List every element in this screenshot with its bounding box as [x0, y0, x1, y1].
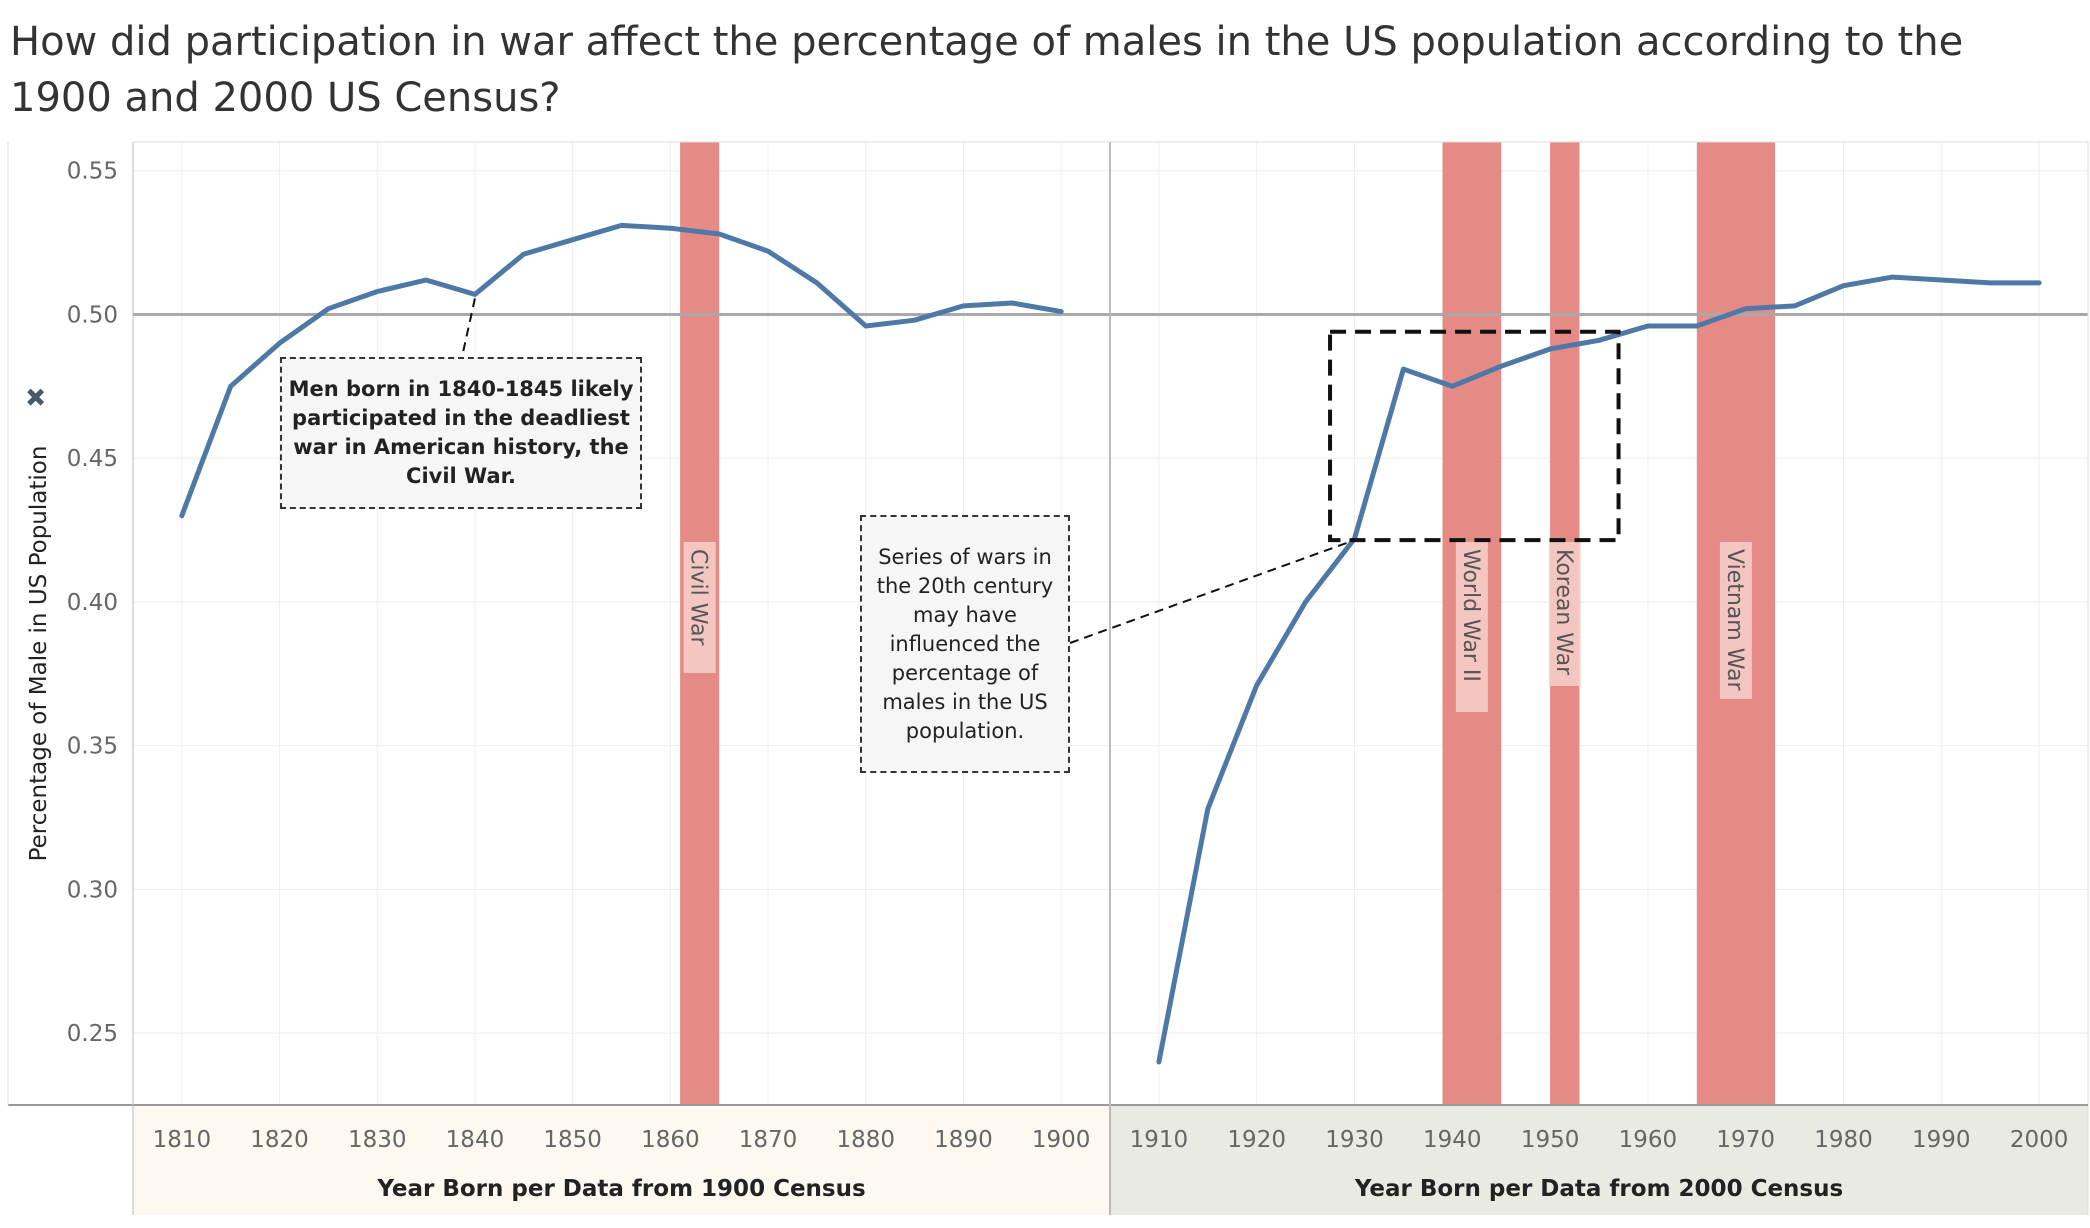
- chart-title: How did participation in war affect the …: [10, 19, 1964, 121]
- x-tick-label-1-9: 2000: [2010, 1127, 2069, 1153]
- y-tick-label-1: 0.30: [67, 877, 118, 903]
- x-tick-label-1-4: 1950: [1521, 1127, 1580, 1153]
- x-tick-label-1-5: 1960: [1619, 1127, 1678, 1153]
- annotation-20th-century-text: Series of wars in the 20th century may h…: [876, 544, 1054, 743]
- x-tick-label-1-3: 1940: [1423, 1127, 1482, 1153]
- series-line-1-0: [1156, 274, 2042, 1065]
- x-axis-band-2000: [1110, 1105, 2088, 1215]
- x-tick-label-0-8: 1890: [934, 1127, 993, 1153]
- y-tick-label-0: 0.25: [67, 1021, 118, 1047]
- pin-icon: ✚: [18, 380, 55, 417]
- x-tick-label-1-2: 1930: [1325, 1127, 1384, 1153]
- x-axis-band-1900: [133, 1105, 1110, 1215]
- x-tick-label-0-2: 1830: [348, 1127, 407, 1153]
- x-tick-label-0-4: 1850: [543, 1127, 602, 1153]
- x-tick-label-1-1: 1920: [1227, 1127, 1286, 1153]
- y-tick-label-6: 0.55: [67, 159, 118, 185]
- x-tick-label-1-6: 1970: [1716, 1127, 1775, 1153]
- annotation-civil-war-text: Men born in 1840-1845 likely participate…: [288, 377, 634, 488]
- highlight-box-20th-century: [1328, 329, 1621, 543]
- x-tick-label-0-0: 1810: [153, 1127, 212, 1153]
- x-tick-label-0-5: 1860: [641, 1127, 700, 1153]
- war-label-bg-1-2: [1719, 542, 1752, 699]
- x-tick-label-0-9: 1900: [1032, 1127, 1091, 1153]
- connector-civil-war: [461, 298, 476, 358]
- x-axis-title-0: Year Born per Data from 1900 Census: [376, 1176, 865, 1202]
- x-tick-label-1-7: 1980: [1814, 1127, 1873, 1153]
- war-label-korean-war: Korean War: [1551, 549, 1576, 676]
- war-label-vietnam-war: Vietnam War: [1722, 549, 1747, 692]
- war-label-civil-war: Civil War: [686, 549, 711, 647]
- war-label-bg-1-1: [1548, 542, 1581, 686]
- annotation-civil-war: Men born in 1840-1845 likely participate…: [280, 357, 642, 509]
- x-tick-label-1-8: 1990: [1912, 1127, 1971, 1153]
- x-axis-title-1: Year Born per Data from 2000 Census: [1354, 1176, 1843, 1202]
- y-tick-label-3: 0.40: [67, 590, 118, 616]
- war-label-world-war-ii: World War II: [1458, 549, 1483, 682]
- x-tick-label-0-6: 1870: [739, 1127, 798, 1153]
- y-tick-label-5: 0.50: [67, 302, 118, 328]
- connector-20th-century: [1069, 539, 1355, 644]
- y-tick-label-2: 0.35: [67, 734, 118, 760]
- x-tick-label-0-1: 1820: [250, 1127, 309, 1153]
- y-axis-title: Percentage of Male in US Population: [26, 446, 52, 862]
- x-tick-label-0-7: 1880: [836, 1127, 895, 1153]
- y-tick-label-4: 0.45: [67, 446, 118, 472]
- series-line-0-0: [179, 222, 1064, 519]
- x-tick-label-1-0: 1910: [1130, 1127, 1189, 1153]
- x-tick-label-0-3: 1840: [446, 1127, 505, 1153]
- war-label-bg-0-0: [683, 542, 716, 673]
- war-label-bg-1-0: [1455, 542, 1488, 712]
- annotation-20th-century-wars: Series of wars in the 20th century may h…: [860, 515, 1070, 773]
